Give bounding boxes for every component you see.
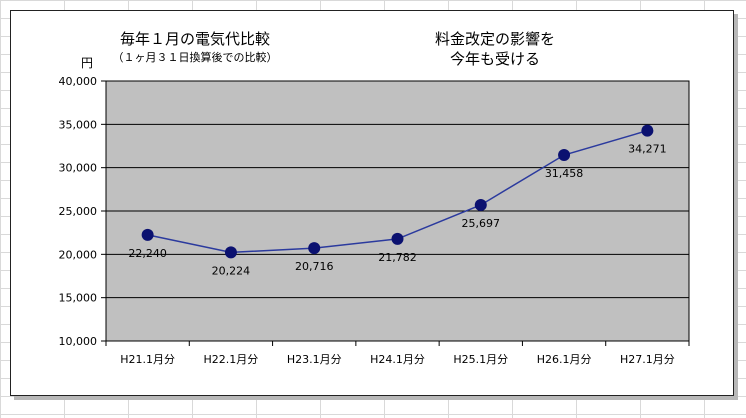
data-point[interactable] — [224, 246, 237, 259]
x-tick-label: H27.1月分 — [620, 353, 675, 366]
x-tick-label: H23.1月分 — [287, 353, 342, 366]
data-label: 21,782 — [378, 251, 417, 264]
data-label: 20,716 — [295, 260, 334, 273]
annotation-line-1: 料金改定の影響を — [435, 30, 555, 48]
y-axis-ticks: 10,000 15,000 20,000 25,000 30,000 35,000 40,0… — [59, 75, 106, 348]
y-tick-label: 10,000 — [59, 335, 98, 348]
x-tick-label: H21.1月分 — [120, 353, 175, 366]
data-point[interactable] — [474, 198, 487, 211]
y-tick-label: 20,000 — [59, 248, 98, 261]
y-axis-unit-label: 円 — [81, 56, 93, 70]
data-label: 34,271 — [628, 143, 667, 156]
y-tick-label: 40,000 — [59, 75, 98, 88]
data-point[interactable] — [558, 149, 571, 162]
data-label: 31,458 — [545, 167, 584, 180]
y-tick-label: 35,000 — [59, 118, 98, 131]
gridlines — [106, 123, 689, 299]
data-label: 20,224 — [212, 264, 251, 277]
chart-svg: 毎年１月の電気代比較 （１ヶ月３１日換算後での比較） 料金改定の影響を 今年も受… — [59, 30, 690, 366]
y-tick-label: 15,000 — [59, 292, 98, 305]
x-tick-label: H25.1月分 — [453, 353, 508, 366]
data-point[interactable] — [391, 232, 404, 245]
chart-title: 毎年１月の電気代比較 — [120, 30, 270, 48]
series-layer: 22,240 20,224 20,716 21,782 25,697 31,458 34,2… — [128, 124, 667, 277]
data-point[interactable] — [308, 242, 321, 255]
data-label: 25,697 — [462, 217, 501, 230]
y-tick-label: 30,000 — [59, 162, 98, 175]
data-label: 22,240 — [128, 247, 167, 260]
y-tick-label: 25,000 — [59, 205, 98, 218]
x-tick-label: H24.1月分 — [370, 353, 425, 366]
x-axis-ticks: H21.1月分 H22.1月分 H23.1月分 H24.1月分 H25.1月分 H26.1… — [105, 341, 690, 366]
data-point[interactable] — [141, 228, 154, 241]
data-point[interactable] — [641, 124, 654, 137]
x-tick-label: H26.1月分 — [537, 353, 592, 366]
chart-frame[interactable]: 毎年１月の電気代比較 （１ヶ月３１日換算後での比較） 料金改定の影響を 今年も受… — [10, 10, 734, 396]
annotation-line-2: 今年も受ける — [450, 50, 540, 68]
chart-subtitle: （１ヶ月３１日換算後での比較） — [113, 50, 278, 64]
x-tick-label: H22.1月分 — [204, 353, 259, 366]
